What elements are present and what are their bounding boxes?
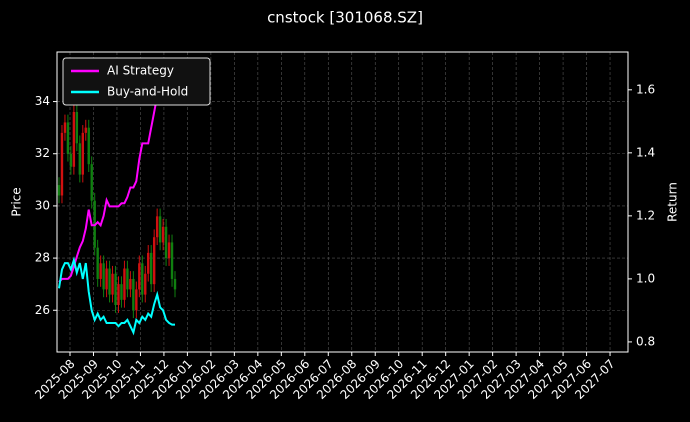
candle-body [120, 284, 123, 300]
candle-body [135, 289, 138, 311]
y-tick-label: 32 [35, 146, 50, 160]
candle-body [96, 247, 99, 279]
candle-body [155, 216, 159, 238]
line-series [58, 256, 175, 336]
candle-body [57, 185, 61, 196]
candle-body [152, 237, 156, 285]
candle-body [60, 132, 64, 196]
candle-body [66, 122, 70, 154]
candle-body [138, 263, 141, 290]
candle-body [141, 263, 144, 295]
candle-body [111, 273, 114, 295]
candle-body [173, 278, 177, 290]
legend-box [62, 57, 211, 106]
candle-body [99, 263, 102, 279]
candle-body [132, 278, 135, 311]
candle-body [90, 164, 93, 201]
y2-axis-label: Return [666, 182, 680, 222]
plot-frame [56, 51, 629, 353]
candle-body [69, 153, 73, 167]
y2-tick-label: 1.2 [636, 208, 655, 222]
candle-body [147, 252, 150, 274]
y-tick-label: 28 [35, 251, 50, 265]
y-axis-label: Price [10, 187, 24, 216]
candle-body [158, 216, 162, 243]
candle-body [108, 268, 111, 295]
candle-body [167, 242, 171, 259]
candle-body [105, 268, 108, 290]
candle-body [123, 268, 126, 300]
candle-body [129, 278, 132, 290]
candle-body [117, 284, 120, 306]
candle-body [84, 127, 87, 133]
y2-tick-label: 1.4 [636, 145, 655, 159]
candle-body [81, 132, 84, 175]
y2-tick-label: 0.8 [636, 334, 655, 348]
legend-label: AI Strategy [107, 64, 174, 78]
line-series [58, 58, 165, 283]
y2-tick-label: 1.0 [636, 271, 655, 285]
y-tick-label: 26 [35, 303, 50, 317]
candle-body [75, 112, 79, 144]
candle-body [170, 242, 174, 279]
legend-label: Buy-and-Hold [107, 85, 188, 99]
y-tick-label: 30 [35, 198, 50, 212]
candle-body [144, 273, 147, 295]
candle-body [102, 263, 105, 290]
candle-body [87, 127, 90, 165]
chart-title: cnstock [301068.SZ] [267, 9, 423, 27]
candle-body [114, 273, 117, 306]
y2-tick-label: 1.6 [636, 82, 655, 96]
candle-body [161, 226, 165, 243]
candle-body [63, 122, 67, 133]
candle-body [164, 226, 168, 259]
candle-body [126, 268, 129, 290]
candle-body [150, 252, 153, 285]
candle-body [72, 112, 76, 167]
candle-body [78, 143, 82, 175]
y-tick-label: 34 [35, 94, 50, 108]
